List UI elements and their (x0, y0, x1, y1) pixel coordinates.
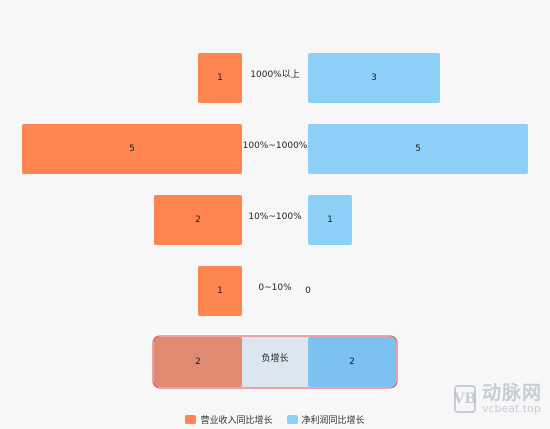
data-label-revenue: 2 (195, 357, 201, 367)
bar-revenue (154, 195, 242, 245)
watermark: VB 动脉网 vcbeat.top (454, 382, 542, 415)
data-label-profit: 1 (327, 215, 333, 225)
highlight-band (242, 337, 308, 387)
data-label-revenue: 1 (217, 286, 223, 296)
data-label-profit: 3 (371, 73, 377, 83)
category-label: 1000%以上 (250, 69, 299, 80)
data-label-revenue: 1 (217, 73, 223, 83)
category-label: 负增长 (261, 352, 288, 364)
data-label-profit: 5 (415, 144, 421, 154)
data-label-revenue: 2 (195, 215, 201, 225)
data-label-profit: 2 (349, 357, 355, 367)
legend-swatch-profit (286, 415, 298, 424)
data-label-profit: 0 (305, 286, 311, 296)
watermark-logo-icon: VB (454, 385, 476, 413)
bar-profit (308, 195, 352, 245)
category-label: 10%~100% (248, 212, 302, 222)
bar-revenue (154, 337, 242, 387)
legend-item-profit[interactable]: 净利润同比增长 (286, 413, 365, 426)
highlight-outline (152, 335, 398, 389)
bar-profit (308, 337, 396, 387)
legend-label-profit: 净利润同比增长 (301, 416, 365, 426)
watermark-name: 动脉网 (481, 382, 542, 404)
bar-revenue (198, 266, 242, 316)
legend-swatch-revenue (185, 415, 197, 424)
bar-profit (308, 53, 440, 103)
category-label: 0~10% (258, 283, 292, 293)
bar-revenue (22, 124, 242, 174)
chart-legend: 营业收入同比增长 净利润同比增长 (0, 413, 550, 426)
data-label-revenue: 5 (129, 144, 135, 154)
category-label: 100%~1000% (243, 141, 308, 151)
bar-revenue (198, 53, 242, 103)
legend-label-revenue: 营业收入同比增长 (200, 416, 273, 426)
legend-item-revenue[interactable]: 营业收入同比增长 (185, 413, 273, 426)
watermark-url: vcbeat.top (481, 402, 541, 415)
bar-profit (308, 124, 528, 174)
